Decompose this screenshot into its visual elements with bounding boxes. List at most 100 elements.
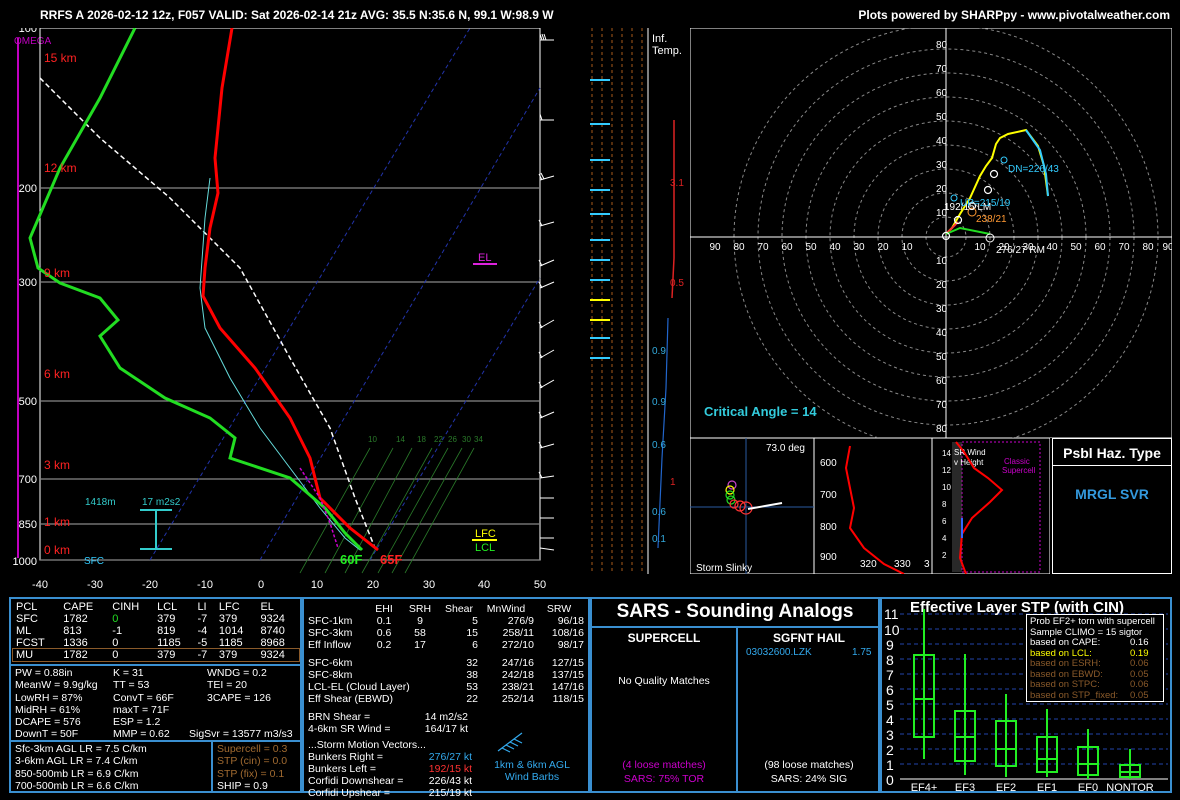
svg-text:0.1: 0.1 <box>652 534 666 545</box>
sars-supercell-head: SUPERCELL <box>627 631 701 645</box>
lcl-label: LCL <box>475 542 495 554</box>
parcel-row: MU 1782 0 379 -7 379 9324 <box>12 648 300 662</box>
svg-text:10: 10 <box>974 242 986 253</box>
svg-text:-10: -10 <box>197 579 213 591</box>
svg-text:EF1: EF1 <box>1037 782 1057 791</box>
inferred-temp-panel: Inf. Temp. 3.1 0.5 0.9 0.9 0.6 1 0.6 0.1 <box>590 28 684 574</box>
sars-hail-pct: SARS: 24% SIG <box>770 773 848 785</box>
hodograph-panel: 80 70 60 50 40 30 20 10 10 20 30 40 50 6… <box>690 28 1172 438</box>
srwind-panel: SR Wind v Height Classic Supercell 14 12… <box>932 438 1050 574</box>
stp-boxes <box>913 609 1141 779</box>
svg-text:14: 14 <box>942 449 951 458</box>
inferred-values: 3.1 0.5 0.9 0.9 0.6 1 0.6 0.1 <box>652 178 684 545</box>
hodo-y-ticks: 80 70 60 50 40 30 20 10 10 20 30 40 50 6… <box>936 40 948 435</box>
dn-label: DN=226/43 <box>1008 164 1059 175</box>
kinematics-row: SFC-3km 0.6 58 15 258/11 108/16 <box>308 627 584 639</box>
svg-text:20: 20 <box>998 242 1010 253</box>
dewpoint-trace <box>28 28 364 552</box>
inferred-label1: Inf. <box>652 33 667 45</box>
thermo-col2: K = 31 TT = 53 ConvT = 66F maxT = 71F ESP = … <box>113 667 174 741</box>
svg-text:40: 40 <box>1046 242 1058 253</box>
temperature-trace <box>201 28 379 552</box>
svg-text:12: 12 <box>942 466 951 475</box>
svg-text:2: 2 <box>942 551 947 560</box>
kinematics-row: SFC-8km 38 242/18 137/15 <box>308 669 584 681</box>
mean-marker <box>967 207 977 217</box>
svg-text:EF3: EF3 <box>955 782 975 791</box>
kinematics-row: Eff Shear (EBWD) 22 252/14 118/15 <box>308 693 584 705</box>
srwind-classic: Classic <box>1004 457 1030 466</box>
hazard-value: MRGL SVR <box>1075 486 1149 502</box>
svg-text:15 km: 15 km <box>44 51 77 65</box>
sars-hail-val: 1.75 <box>852 647 872 658</box>
srwind-band <box>952 442 962 572</box>
svg-text:EF2: EF2 <box>996 782 1016 791</box>
sars-supercell-pct: SARS: 75% TOR <box>623 773 705 785</box>
theta-x-ticks: 320 330 3 <box>860 559 930 570</box>
svg-text:50: 50 <box>1070 242 1082 253</box>
svg-text:3: 3 <box>924 559 930 570</box>
svg-text:2: 2 <box>886 742 894 758</box>
header-title: RRFS A 2026-02-12 12z, F057 VALID: Sat 2… <box>40 8 554 22</box>
kinematics-row: Eff Inflow 0.2 17 6 272/10 98/17 <box>308 639 584 651</box>
inferred-label2: Temp. <box>652 45 682 57</box>
svg-text:600: 600 <box>820 458 837 469</box>
svg-text:1: 1 <box>670 477 676 488</box>
svg-text:30: 30 <box>462 435 471 444</box>
pressure-labels: 100 200 300 500 700 850 1000 <box>13 28 37 568</box>
svg-text:0.6: 0.6 <box>652 507 666 518</box>
svg-text:6 km: 6 km <box>44 367 70 381</box>
kinematics-row: LCL-EL (Cloud Layer) 53 238/21 147/16 <box>308 681 584 693</box>
svg-text:850: 850 <box>19 519 37 531</box>
up-marker <box>950 194 958 202</box>
svg-text:9 km: 9 km <box>44 266 70 280</box>
parcel-row: ML 813 -1 819 -4 1014 8740 <box>16 625 285 637</box>
dn-marker <box>1000 156 1008 164</box>
hodo-trace-red <box>945 221 959 235</box>
svg-text:10: 10 <box>942 483 951 492</box>
svg-text:10: 10 <box>311 579 323 591</box>
rm-marker <box>985 233 995 243</box>
svg-text:1 km: 1 km <box>44 515 70 529</box>
kinematics-header: EHI SRH Shear MnWind SRW <box>375 603 572 615</box>
kinematics-row: SFC-6km 32 247/16 127/15 <box>308 657 584 669</box>
svg-text:80: 80 <box>733 242 745 253</box>
svg-text:40: 40 <box>829 242 841 253</box>
eff-inflow-marker <box>140 509 172 550</box>
svg-text:30: 30 <box>423 579 435 591</box>
srwind-trace <box>955 441 1004 574</box>
svg-text:50: 50 <box>805 242 817 253</box>
kinematics-table: EHI SRH Shear MnWind SRW SFC-1km 0.1 9 5 276/9 96… <box>308 603 588 799</box>
srwind-label2: v Height <box>954 458 984 467</box>
svg-text:700: 700 <box>19 474 37 486</box>
temp-ticks: -40 -30 -20 -10 0 10 20 30 40 50 <box>32 579 546 591</box>
sars-title: SARS - Sounding Analogs <box>616 601 854 622</box>
svg-text:EF4+: EF4+ <box>911 782 938 791</box>
sars-supercell-loose: (4 loose matches) <box>622 759 706 771</box>
svg-text:80: 80 <box>936 424 948 435</box>
svg-text:300: 300 <box>19 277 37 289</box>
svg-text:40: 40 <box>478 579 490 591</box>
svg-text:0: 0 <box>886 772 894 788</box>
svg-text:10: 10 <box>936 256 948 267</box>
svg-text:10: 10 <box>901 242 913 253</box>
slinky-circles <box>725 480 753 515</box>
omega-label: OMEGA <box>14 36 52 47</box>
svg-text:50: 50 <box>936 352 948 363</box>
svg-text:20: 20 <box>936 280 948 291</box>
svg-text:0.6: 0.6 <box>652 440 666 451</box>
wind-barb-icon <box>497 732 523 753</box>
svg-text:6: 6 <box>942 517 947 526</box>
stp-categories: EF4+ EF3 EF2 EF1 EF0 NONTOR <box>911 782 1154 791</box>
lfc-label: LFC <box>475 528 496 540</box>
svg-text:0.9: 0.9 <box>652 346 666 357</box>
lapse-rates: Sfc-3km AGL LR = 7.5 C/km 3-6km AGL LR = … <box>15 743 147 792</box>
parcel-trace <box>39 77 376 549</box>
svg-text:0.5: 0.5 <box>670 278 684 289</box>
wetbulb-trace <box>199 177 361 551</box>
svg-text:NONTOR: NONTOR <box>1106 782 1154 791</box>
slinky-angle: 73.0 deg <box>766 443 805 454</box>
skewt-panel: OMEGA 10 14 18 22 26 30 34 <box>13 28 555 591</box>
svg-text:7: 7 <box>886 667 894 683</box>
skewt-frame <box>39 28 541 561</box>
